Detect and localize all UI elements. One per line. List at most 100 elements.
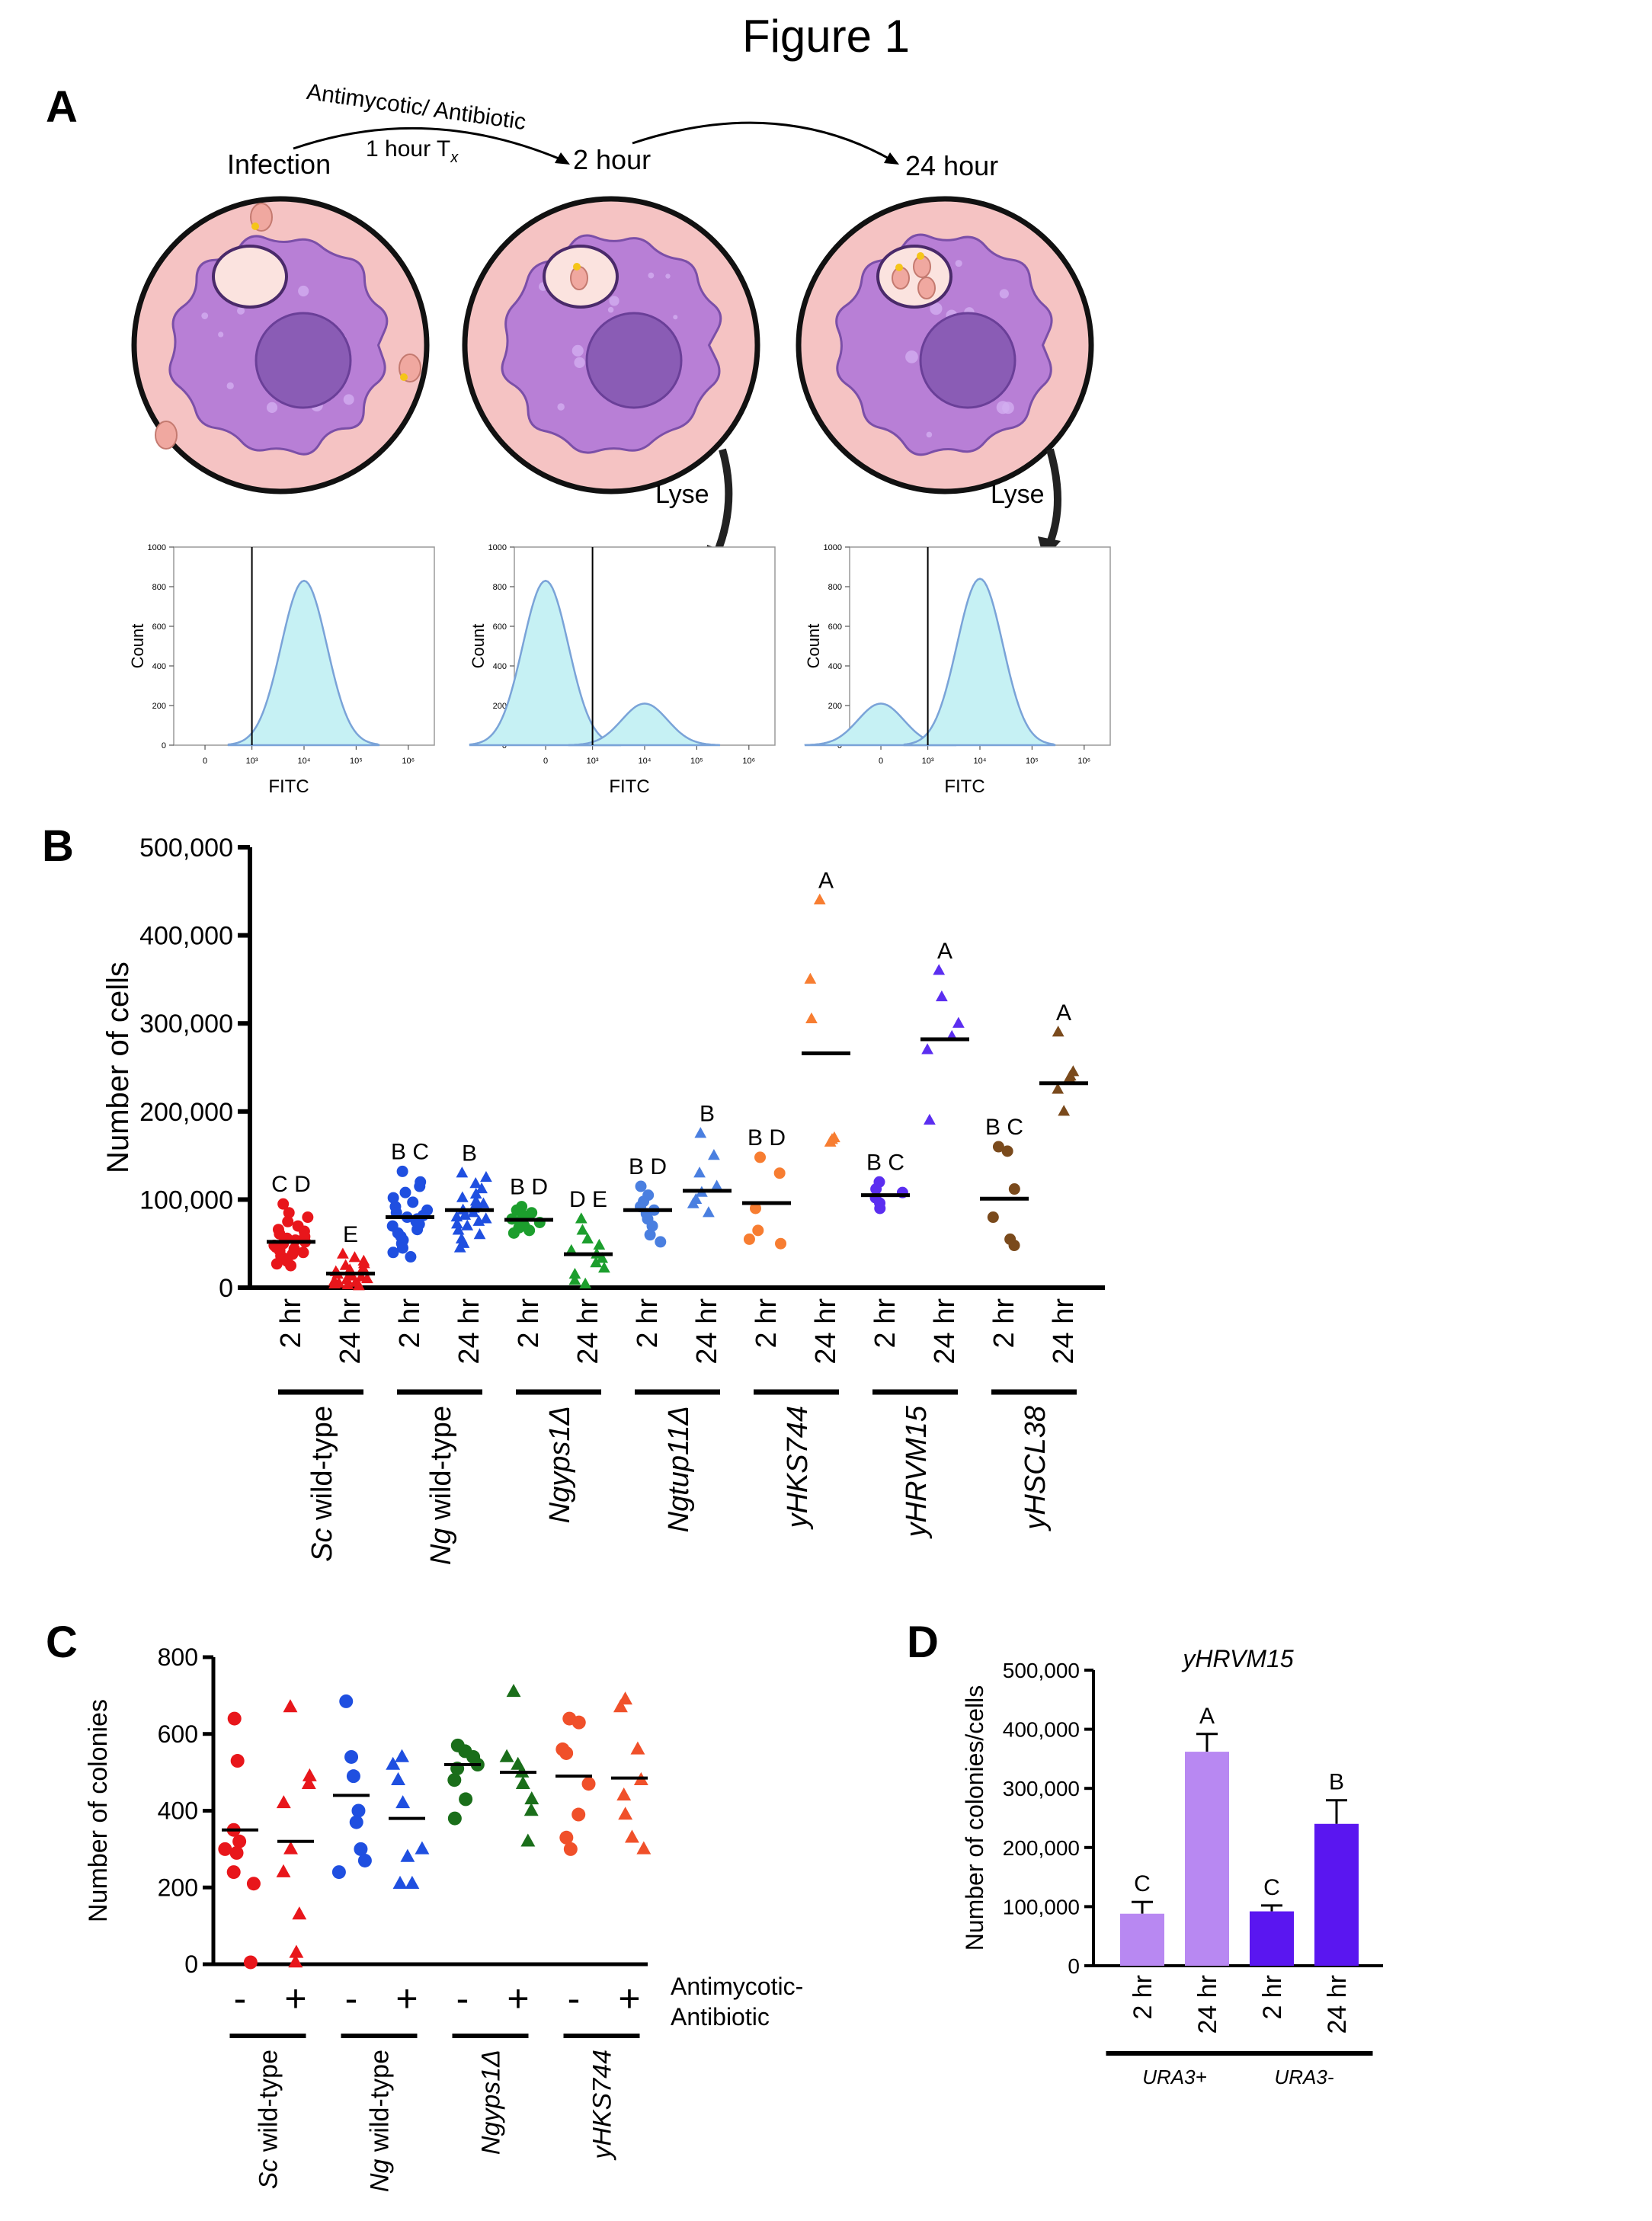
b-series-13: B C 2 hr [980,1115,1029,1348]
b-significance-letter: C D [271,1172,311,1197]
b-series-5: B D 2 hr [504,1175,553,1348]
c-series-8: + [611,1691,652,2020]
b-group-label: Ng wild-type [425,1406,457,1565]
c-data-point [226,1865,241,1880]
b-data-point [1008,1183,1020,1195]
b-data-point [581,1232,594,1244]
b-data-point [754,1151,767,1163]
c-data-point [354,1842,368,1856]
b-data-point [752,1224,764,1237]
b-data-point [749,1202,761,1215]
cytoplasm-granule [673,315,678,320]
b-data-point [565,1243,578,1256]
c-treatment-label: + [284,1977,306,2020]
treatment-label: Antimycotic/ Antibiotic [305,79,527,135]
fluorescent-bead [400,373,408,381]
panel-b-label: B [42,821,74,871]
b-data-point [452,1224,465,1235]
b-data-point [1063,1071,1076,1083]
b-ytick-label: 100,000 [139,1186,233,1215]
b-time-label: 24 hr [929,1298,961,1365]
c-data-point [218,1842,232,1856]
b-data-point [655,1236,667,1248]
b-data-point [396,1165,408,1177]
b-group-label: Ngyps1Δ [544,1406,576,1523]
c-ytick-label: 800 [158,1643,198,1671]
histogram-xtick-label: 10⁵ [350,757,363,766]
histogram-xtick-label: 10⁴ [298,757,311,766]
panel-d-label: D [907,1618,939,1667]
c-data-point [395,1749,409,1762]
d-bar-group-1: C 2 hr [1120,1871,1164,2020]
b-significance-letter: A [1056,1000,1071,1026]
b-data-point [456,1167,469,1178]
b-significance-letter: E [343,1222,358,1247]
b-data-point [703,1206,715,1218]
b-data-point [710,1179,723,1191]
b-data-point [694,1127,707,1138]
b-significance-letter: A [818,868,834,893]
c-data-point [559,1830,574,1845]
nucleus [585,312,683,409]
b-data-point [590,1256,603,1268]
histogram-ytick-label: 600 [828,622,842,632]
c-data-point [571,1807,586,1822]
b-series-9: B D 2 hr [742,1125,791,1348]
b-data-point [924,1113,936,1125]
d-ytick-label: 200,000 [1003,1836,1080,1860]
c-data-point [386,1756,401,1770]
cytoplasm-granule [298,285,309,297]
c-treatment-label: - [345,1977,358,2020]
b-significance-letter: B C [866,1150,904,1175]
b-time-label: 2 hr [869,1298,901,1349]
b-data-point [646,1220,658,1232]
c-data-point [506,1683,521,1698]
b-data-point [775,1237,787,1250]
b-data-point [1052,1026,1065,1037]
b-data-point [874,1202,886,1215]
b-data-point [353,1279,365,1291]
b-series-14: A 24 hr [1039,1000,1088,1365]
c-data-point [243,1955,258,1970]
cytoplasm-granule [237,306,245,315]
treatment-arrow [293,126,563,162]
histogram-ytick-label: 200 [493,702,507,711]
b-y-label: Number of cells [101,962,135,1173]
b-data-point [399,1186,411,1199]
c-data-point [563,1842,578,1856]
b-data-point [407,1196,419,1208]
c-data-point [618,1807,633,1820]
b-series-10: A 24 hr [802,868,850,1365]
cytoplasm-granule [609,296,620,306]
b-series-6: D E 24 hr [564,1187,613,1365]
d-ytick-label: 400,000 [1003,1718,1080,1742]
panel-a-label: A [46,82,78,132]
d-bar [1120,1913,1164,1966]
histogram-xtick-label: 10³ [246,757,258,766]
c-group-label: yHKS744 [588,2050,617,2161]
b-significance-letter: B D [748,1125,786,1151]
histogram-xtick-label: 10⁶ [1077,757,1090,766]
b-significance-letter: B D [510,1175,548,1200]
panel-b: B 0 100,000 200,000 300,000 400,000 500,000 Nu… [42,821,1105,1565]
c-treatment-label: + [395,1977,418,2020]
histogram-ytick-label: 1000 [488,543,507,552]
b-data-point [472,1215,485,1226]
b-data-point [450,1218,463,1229]
d-significance-letter: C [1134,1871,1151,1896]
cytoplasm-granule [266,402,278,413]
phagosome [876,245,952,309]
d-ytick-label: 300,000 [1003,1777,1080,1800]
c-data-point [395,1795,411,1809]
b-data-point [283,1207,295,1219]
fluorescent-bead [895,264,903,271]
b-data-point [687,1197,700,1208]
histogram-xtick-label: 0 [203,757,207,766]
c-data-point [232,1834,247,1848]
c-data-point [630,1741,645,1755]
c-data-point [400,1848,415,1862]
nucleus [255,312,352,409]
b-data-point [285,1259,297,1272]
b-time-label: 2 hr [632,1298,664,1349]
c-data-point [405,1875,420,1889]
